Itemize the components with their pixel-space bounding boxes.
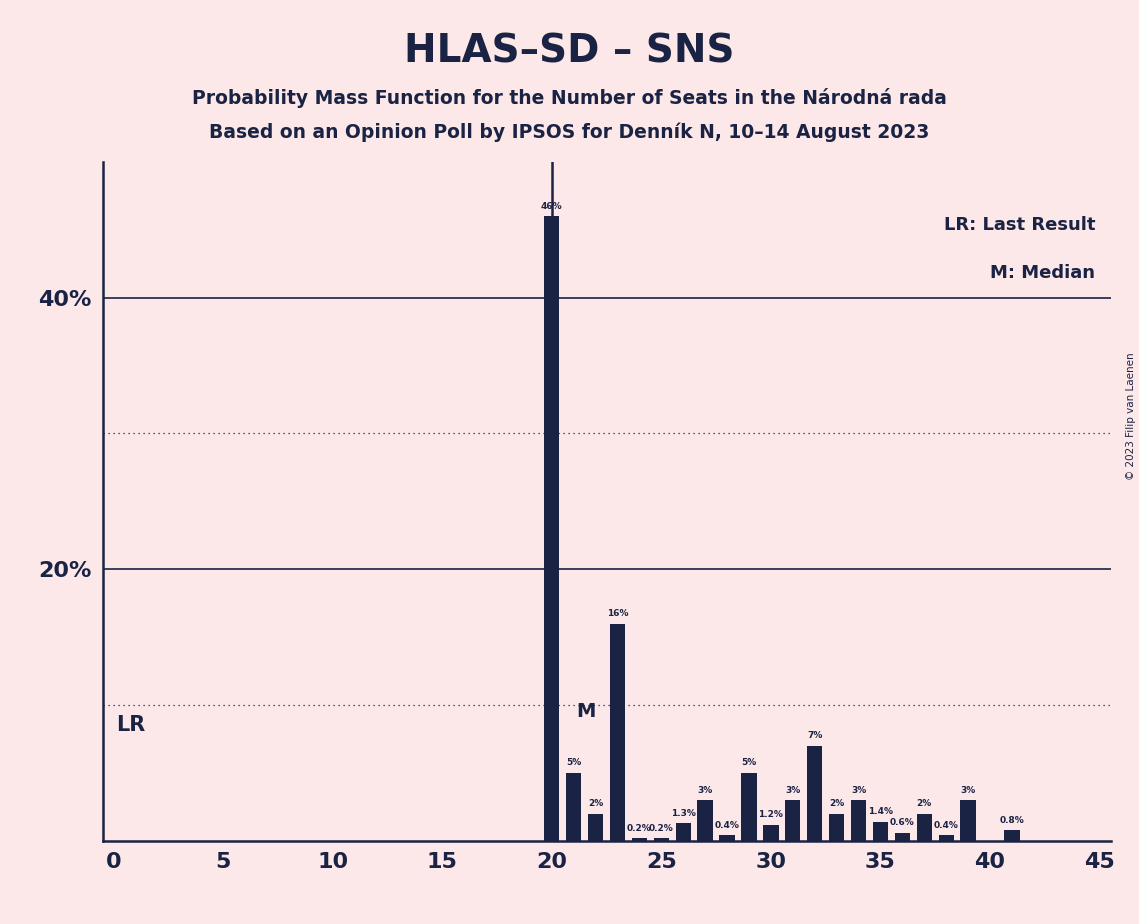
Bar bbox=[632, 838, 647, 841]
Text: 0.2%: 0.2% bbox=[626, 823, 652, 833]
Text: 3%: 3% bbox=[960, 785, 976, 795]
Bar bbox=[697, 800, 713, 841]
Text: 0.4%: 0.4% bbox=[714, 821, 739, 830]
Bar bbox=[785, 800, 801, 841]
Bar bbox=[654, 838, 669, 841]
Text: 1.4%: 1.4% bbox=[868, 808, 893, 817]
Text: 0.6%: 0.6% bbox=[890, 819, 915, 827]
Text: © 2023 Filip van Laenen: © 2023 Filip van Laenen bbox=[1126, 352, 1136, 480]
Text: 0.4%: 0.4% bbox=[934, 821, 959, 830]
Bar bbox=[939, 835, 953, 841]
Bar bbox=[960, 800, 976, 841]
Text: 2%: 2% bbox=[829, 799, 844, 808]
Text: Based on an Opinion Poll by IPSOS for Denník N, 10–14 August 2023: Based on an Opinion Poll by IPSOS for De… bbox=[210, 123, 929, 142]
Bar bbox=[763, 824, 779, 841]
Text: LR: LR bbox=[116, 715, 146, 736]
Text: 2%: 2% bbox=[588, 799, 604, 808]
Text: 0.2%: 0.2% bbox=[649, 823, 673, 833]
Bar bbox=[917, 814, 932, 841]
Text: 16%: 16% bbox=[607, 609, 629, 618]
Text: LR: Last Result: LR: Last Result bbox=[944, 216, 1096, 234]
Text: 3%: 3% bbox=[851, 785, 866, 795]
Text: 5%: 5% bbox=[741, 759, 756, 768]
Text: 1.3%: 1.3% bbox=[671, 808, 696, 818]
Bar bbox=[566, 772, 581, 841]
Text: HLAS–SD – SNS: HLAS–SD – SNS bbox=[404, 32, 735, 70]
Text: 1.2%: 1.2% bbox=[759, 810, 784, 819]
Bar bbox=[588, 814, 604, 841]
Bar bbox=[872, 821, 888, 841]
Text: 46%: 46% bbox=[541, 201, 563, 211]
Text: Probability Mass Function for the Number of Seats in the Národná rada: Probability Mass Function for the Number… bbox=[192, 88, 947, 108]
Bar bbox=[675, 823, 691, 841]
Bar bbox=[720, 835, 735, 841]
Bar bbox=[1005, 830, 1019, 841]
Text: 2%: 2% bbox=[917, 799, 932, 808]
Text: 3%: 3% bbox=[785, 785, 801, 795]
Text: M: M bbox=[576, 702, 596, 722]
Text: 5%: 5% bbox=[566, 759, 581, 768]
Bar bbox=[741, 772, 756, 841]
Bar bbox=[894, 833, 910, 841]
Text: M: Median: M: Median bbox=[991, 263, 1096, 282]
Bar bbox=[851, 800, 866, 841]
Bar bbox=[808, 746, 822, 841]
Bar bbox=[544, 216, 559, 841]
Text: 7%: 7% bbox=[808, 731, 822, 740]
Text: 0.8%: 0.8% bbox=[1000, 816, 1024, 824]
Text: 3%: 3% bbox=[697, 785, 713, 795]
Bar bbox=[609, 624, 625, 841]
Bar bbox=[829, 814, 844, 841]
